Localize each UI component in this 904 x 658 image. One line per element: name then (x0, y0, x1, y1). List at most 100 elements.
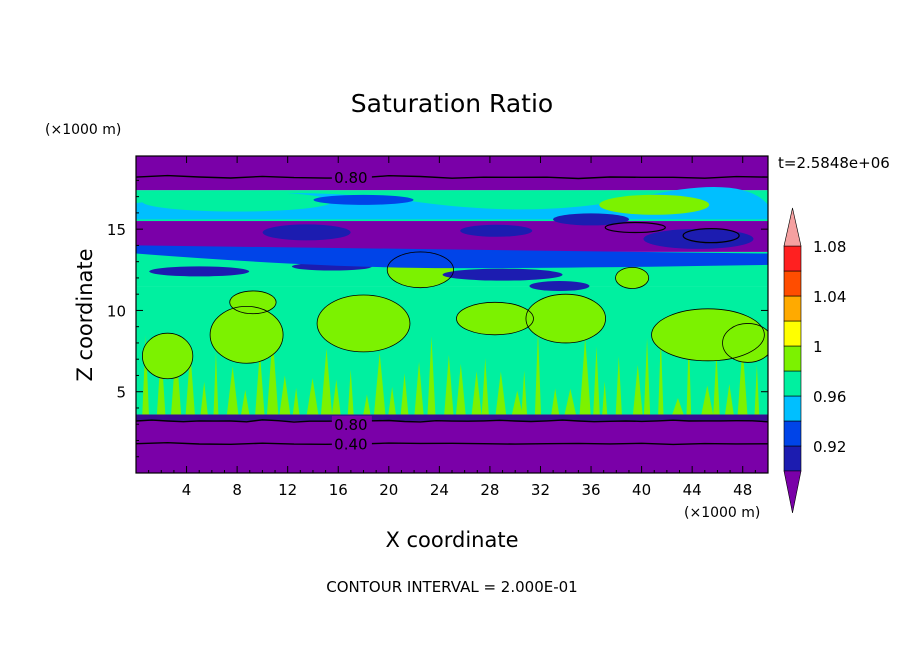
x-tick-label-3: 16 (329, 481, 348, 499)
colorbar-swatch-1 (783, 420, 802, 447)
colorbar: 0.92 0.96 1 1.04 1.08 (783, 207, 846, 514)
x-tick-label-8: 36 (581, 481, 600, 499)
chart-title: Saturation Ratio (351, 89, 553, 118)
time-label: t=2.5848e+06 (778, 154, 890, 172)
contour-labels: 0.800.800.40 (331, 168, 372, 453)
convective-finger-13 (320, 348, 333, 415)
convective-finger-33 (593, 346, 600, 415)
x-tick-label-10: 44 (683, 481, 702, 499)
contour-interval-note: CONTOUR INTERVAL = 2.000E-01 (326, 578, 577, 596)
plume-contour-0 (141, 332, 194, 380)
contour-label-0: 0.80 (334, 169, 367, 187)
mid-dry-layer (136, 245, 768, 269)
convective-finger-39 (672, 398, 684, 415)
convective-finger-42 (713, 351, 720, 415)
convective-finger-29 (534, 330, 542, 415)
plume-8 (229, 290, 277, 314)
plume-contour-2 (316, 294, 411, 353)
colorbar-swatch-6 (783, 295, 802, 322)
contour-label-bg-2 (331, 435, 372, 452)
contour-label-bg-1 (331, 415, 372, 432)
dry-tongue-7 (529, 281, 590, 292)
dry-tongue-3 (553, 213, 630, 226)
convective-finger-26 (495, 371, 507, 415)
upper-cloud-0 (142, 191, 333, 212)
convective-finger-27 (511, 390, 523, 415)
colorbar-swatch-5 (783, 320, 802, 347)
x-tick-label-2: 12 (278, 481, 297, 499)
plume-contour-9 (615, 266, 650, 289)
convective-finger-28 (521, 370, 527, 415)
convective-finger-37 (643, 337, 651, 415)
colorbar-swatch-3 (783, 370, 802, 397)
y-unit-label: (×1000 m) (45, 122, 121, 138)
upper-cloud-2 (313, 194, 414, 205)
plume-1 (210, 306, 284, 364)
plume-9 (615, 267, 649, 289)
plume-contour-1 (209, 305, 284, 364)
convective-finger-36 (632, 364, 643, 415)
convective-finger-32 (579, 337, 591, 415)
colorbar-bottom-arrow (783, 470, 802, 514)
contour-0.80-lower (136, 419, 768, 423)
convective-finger-40 (686, 335, 692, 415)
x-tick-label-5: 24 (430, 481, 449, 499)
convective-finger-38 (658, 337, 664, 415)
convective-finger-31 (564, 388, 577, 415)
y-tick-label-2: 15 (107, 221, 126, 239)
dry-tongue-2 (643, 228, 754, 249)
plume-contour-7 (386, 251, 454, 289)
x-axis-title: X coordinate (385, 528, 518, 552)
plume-4 (525, 294, 606, 343)
plume-contour-5 (651, 308, 765, 362)
convective-finger-34 (602, 381, 608, 415)
field-detail (136, 186, 768, 415)
convective-finger-44 (737, 345, 748, 415)
colorbar-label-2: 1 (813, 338, 823, 356)
convective-finger-19 (400, 373, 409, 415)
x-tick-label-1: 8 (232, 481, 242, 499)
colorbar-swatch-0 (783, 445, 802, 472)
convective-finger-18 (388, 386, 396, 415)
convective-finger-10 (279, 375, 291, 415)
contour-label-1: 0.80 (334, 416, 367, 434)
convective-finger-20 (414, 361, 424, 415)
colorbar-swatch-2 (783, 395, 802, 422)
dry-tongue-6 (442, 268, 563, 281)
colorbar-label-0: 0.92 (813, 438, 846, 456)
x-unit-label: (×1000 m) (684, 505, 760, 521)
convective-finger-22 (444, 354, 454, 415)
convective-finger-11 (292, 387, 300, 415)
convective-finger-6 (226, 366, 239, 415)
colorbar-swatch-7 (783, 270, 802, 297)
contour-lines (136, 174, 768, 446)
convective-finger-43 (725, 383, 734, 415)
plume-contour-6 (722, 323, 768, 363)
x-tick-label-11: 48 (733, 481, 752, 499)
plume-6 (722, 323, 768, 363)
plot-area (136, 156, 768, 473)
convective-finger-35 (615, 356, 622, 415)
plume-contour-8 (229, 290, 277, 315)
x-tick-label-0: 4 (182, 481, 192, 499)
y-tick-label-1: 10 (107, 302, 126, 320)
convective-finger-7 (241, 389, 250, 415)
convective-finger-45 (754, 364, 760, 415)
plume-0 (142, 333, 193, 379)
contour-label-bg-0 (331, 168, 372, 185)
colorbar-label-1: 0.96 (813, 388, 846, 406)
convective-finger-41 (701, 385, 714, 415)
dry-tongue-0 (262, 224, 351, 241)
plume-3 (456, 302, 534, 335)
convective-finger-16 (363, 394, 371, 415)
contour-0.40 (136, 441, 768, 446)
convective-finger-15 (347, 369, 354, 415)
convective-finger-30 (551, 388, 560, 415)
field-band-6 (136, 156, 768, 191)
colorbar-label-4: 1.08 (813, 238, 846, 256)
y-tick-label-0: 5 (116, 384, 126, 402)
convective-finger-23 (456, 363, 466, 415)
upper-cloud-1 (599, 194, 710, 215)
x-tick-label-6: 28 (480, 481, 499, 499)
